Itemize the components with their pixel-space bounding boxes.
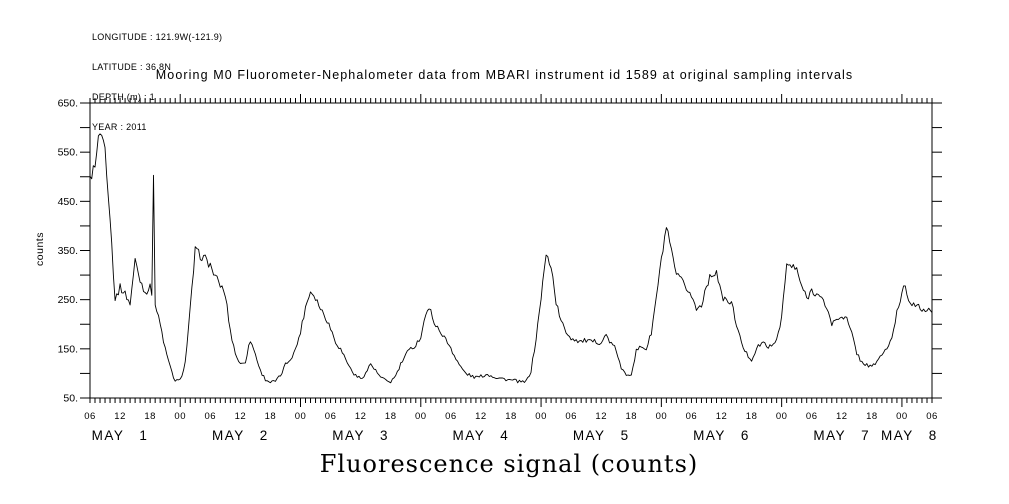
day-label: MAY 8 [881, 428, 938, 443]
y-tick-label: 150. [58, 343, 78, 355]
y-tick-label: 450. [58, 196, 78, 208]
hour-tick-label: 06 [325, 411, 337, 422]
info-longitude: LONGITUDE : 121.9W(-121.9) [92, 32, 223, 42]
info-latitude: LATITUDE : 36.8N [92, 62, 172, 72]
fluorescence-line [89, 133, 933, 384]
info-depth: DEPTH (m) : 1 [92, 92, 155, 102]
hour-tick-label: 12 [836, 411, 848, 422]
hour-tick-label: 06 [84, 411, 96, 422]
y-tick-label: 650. [58, 98, 78, 110]
y-tick-label: 250. [58, 294, 78, 306]
hour-tick-label: 00 [174, 411, 186, 422]
hour-tick-label: 06 [806, 411, 818, 422]
hour-tick-label: 12 [475, 411, 487, 422]
day-label: MAY 6 [693, 428, 750, 443]
header-info-block: LONGITUDE : 121.9W(-121.9) LATITUDE : 36… [92, 12, 222, 152]
y-axis-tick-labels: 650. 550. 450. 350. 250. 150. 50. [58, 98, 78, 405]
hour-tick-label: 00 [776, 411, 788, 422]
hour-tick-label: 18 [746, 411, 758, 422]
y-tick-label: 550. [58, 147, 78, 159]
hour-tick-label: 06 [204, 411, 216, 422]
hour-tick-label: 06 [565, 411, 577, 422]
hour-tick-label: 12 [235, 411, 247, 422]
hour-tick-label: 12 [114, 411, 126, 422]
hour-tick-label: 18 [625, 411, 637, 422]
hour-tick-label: 06 [686, 411, 698, 422]
day-label: MAY 5 [573, 428, 630, 443]
y-tick-label: 50. [63, 393, 78, 405]
hour-tick-label: 18 [505, 411, 517, 422]
hour-tick-label: 00 [656, 411, 668, 422]
hour-tick-label: 00 [295, 411, 307, 422]
hour-tick-label: 00 [896, 411, 908, 422]
hour-tick-label: 12 [595, 411, 607, 422]
hour-tick-label: 00 [535, 411, 547, 422]
y-axis-ticks [80, 102, 942, 399]
day-label: MAY 7 [813, 428, 870, 443]
x-axis-title: Fluorescence signal (counts) [319, 450, 699, 478]
day-label: MAY 1 [92, 428, 149, 443]
hour-tick-label: 18 [144, 411, 156, 422]
x-axis-day-labels: MAY 1 MAY 2 MAY 3 MAY 4 MAY 5 MAY 6 MAY 7 MAY 8 [92, 428, 938, 443]
y-tick-label: 350. [58, 245, 78, 257]
hour-tick-label: 12 [355, 411, 367, 422]
hour-tick-label: 18 [385, 411, 397, 422]
hour-tick-label: 18 [866, 411, 878, 422]
x-axis-ticks [89, 94, 933, 407]
hour-tick-label: 00 [415, 411, 427, 422]
x-axis-hour-labels: 06 12 18 00 06 12 18 00 06 12 18 00 06 12 18 00 06 12 18 00… [84, 411, 938, 422]
day-label: MAY 4 [453, 428, 510, 443]
chart-title: Mooring M0 Fluorometer-Nephalometer data… [155, 68, 854, 82]
hour-tick-label: 18 [265, 411, 277, 422]
day-label: MAY 3 [332, 428, 389, 443]
hour-tick-label: 12 [716, 411, 728, 422]
hour-tick-label: 06 [445, 411, 457, 422]
plot-frame [89, 102, 933, 399]
info-year: YEAR : 2011 [92, 122, 147, 132]
day-label: MAY 2 [212, 428, 269, 443]
hour-tick-label: 06 [926, 411, 938, 422]
